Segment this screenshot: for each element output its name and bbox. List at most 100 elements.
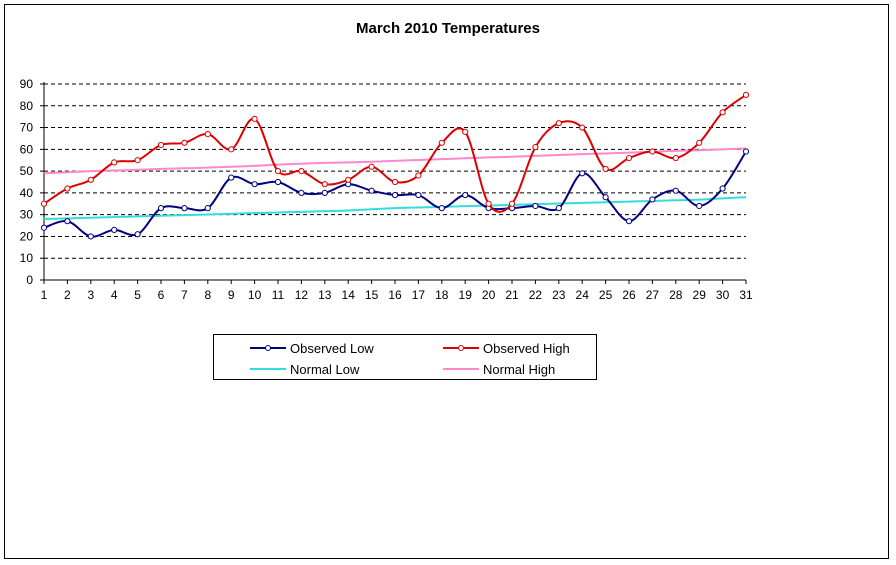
data-point-observed-low-6 bbox=[157, 205, 165, 212]
y-tick-label-40: 40 bbox=[20, 186, 34, 200]
data-point-observed-high-16 bbox=[391, 178, 399, 186]
data-point-observed-low-25 bbox=[602, 194, 609, 201]
legend-item-normal-low: Normal Low bbox=[250, 360, 359, 378]
x-tick-label-20: 20 bbox=[482, 288, 496, 302]
x-tick-label-5: 5 bbox=[134, 288, 141, 302]
data-point-observed-high-28 bbox=[672, 154, 679, 162]
x-tick-label-26: 26 bbox=[622, 288, 636, 302]
data-point-observed-high-6 bbox=[157, 141, 165, 149]
x-tick-label-3: 3 bbox=[87, 288, 94, 302]
y-tick-label-90: 90 bbox=[20, 77, 34, 91]
x-tick-label-7: 7 bbox=[181, 288, 188, 302]
x-tick-label-2: 2 bbox=[64, 288, 71, 302]
x-tick-label-11: 11 bbox=[272, 288, 285, 302]
data-point-observed-high-8 bbox=[204, 130, 211, 138]
x-tick-label-6: 6 bbox=[158, 288, 165, 302]
series-line-normal-low bbox=[43, 196, 747, 221]
legend-label-normal-high: Normal High bbox=[483, 361, 556, 377]
y-tick-label-30: 30 bbox=[20, 208, 34, 222]
data-point-observed-low-27 bbox=[649, 196, 656, 203]
data-point-observed-high-5 bbox=[134, 157, 141, 164]
legend-swatch-normal-low bbox=[250, 368, 286, 370]
data-point-observed-high-20 bbox=[485, 200, 492, 207]
data-point-observed-low-4 bbox=[111, 226, 118, 234]
data-point-observed-high-10 bbox=[251, 115, 258, 122]
data-point-observed-high-19 bbox=[462, 128, 469, 136]
data-point-observed-low-29 bbox=[696, 202, 703, 210]
x-tick-label-9: 9 bbox=[228, 288, 235, 302]
legend-swatch-normal-high bbox=[443, 368, 479, 370]
legend-item-normal-high: Normal High bbox=[443, 360, 555, 378]
data-point-observed-low-26 bbox=[625, 218, 633, 225]
data-point-observed-low-31 bbox=[742, 148, 750, 155]
x-tick-label-21: 21 bbox=[505, 288, 519, 302]
data-point-observed-high-21 bbox=[508, 200, 516, 207]
data-point-observed-high-24 bbox=[579, 124, 586, 131]
data-point-observed-high-13 bbox=[321, 181, 328, 188]
legend-label-observed-low: Observed Low bbox=[290, 340, 374, 356]
data-point-observed-high-25 bbox=[602, 165, 609, 173]
data-point-observed-low-7 bbox=[181, 205, 188, 212]
legend-swatch-observed-low bbox=[250, 345, 286, 351]
y-tick-label-0: 0 bbox=[26, 273, 33, 287]
legend-item-observed-low: Observed Low bbox=[250, 339, 374, 357]
x-tick-label-12: 12 bbox=[295, 288, 309, 302]
data-point-observed-high-1 bbox=[40, 200, 48, 207]
data-point-observed-low-11 bbox=[274, 178, 282, 186]
y-tick-label-50: 50 bbox=[20, 164, 34, 178]
data-point-observed-low-24 bbox=[579, 170, 586, 177]
x-tick-label-18: 18 bbox=[435, 288, 449, 302]
x-tick-label-13: 13 bbox=[318, 288, 332, 302]
series-line-normal-high bbox=[43, 147, 747, 175]
x-tick-label-25: 25 bbox=[599, 288, 613, 302]
data-point-observed-high-15 bbox=[368, 163, 375, 170]
data-point-observed-high-3 bbox=[87, 176, 94, 183]
data-point-observed-low-30 bbox=[719, 185, 726, 192]
data-point-observed-high-12 bbox=[298, 168, 305, 175]
data-point-observed-low-23 bbox=[555, 205, 562, 212]
data-point-observed-high-11 bbox=[274, 168, 282, 175]
data-point-observed-high-27 bbox=[649, 148, 656, 155]
data-point-observed-low-28 bbox=[672, 187, 679, 194]
data-point-observed-low-5 bbox=[134, 231, 141, 238]
x-tick-label-17: 17 bbox=[412, 288, 426, 302]
data-point-observed-low-10 bbox=[251, 181, 258, 188]
x-tick-label-24: 24 bbox=[576, 288, 590, 302]
x-tick-label-30: 30 bbox=[716, 288, 730, 302]
data-point-observed-high-9 bbox=[228, 146, 235, 153]
data-point-observed-low-1 bbox=[40, 224, 48, 231]
x-tick-label-31: 31 bbox=[739, 288, 753, 302]
x-tick-label-1: 1 bbox=[41, 288, 48, 302]
y-tick-label-20: 20 bbox=[20, 229, 34, 243]
y-tick-label-10: 10 bbox=[20, 251, 34, 265]
legend-label-normal-low: Normal Low bbox=[290, 361, 360, 377]
x-tick-label-15: 15 bbox=[365, 288, 379, 302]
x-tick-label-10: 10 bbox=[248, 288, 262, 302]
data-point-observed-low-22 bbox=[532, 202, 539, 210]
data-point-observed-high-4 bbox=[111, 159, 118, 166]
data-point-observed-high-23 bbox=[555, 120, 562, 127]
data-point-observed-low-16 bbox=[391, 191, 399, 199]
x-tick-label-28: 28 bbox=[669, 288, 683, 302]
x-tick-label-16: 16 bbox=[388, 288, 402, 302]
data-point-observed-low-19 bbox=[462, 191, 469, 199]
data-point-observed-low-15 bbox=[368, 187, 375, 194]
data-point-observed-high-2 bbox=[64, 185, 71, 192]
data-point-observed-high-29 bbox=[696, 139, 703, 146]
data-point-observed-high-7 bbox=[181, 139, 188, 146]
data-point-observed-high-31 bbox=[742, 91, 750, 98]
data-point-observed-high-22 bbox=[532, 144, 539, 151]
data-point-observed-low-13 bbox=[321, 189, 328, 196]
data-point-observed-high-14 bbox=[345, 176, 352, 183]
x-tick-label-23: 23 bbox=[552, 288, 566, 302]
data-point-observed-low-17 bbox=[415, 191, 422, 199]
data-point-observed-high-18 bbox=[438, 139, 445, 146]
data-point-observed-low-2 bbox=[64, 218, 71, 225]
legend-item-observed-high: Observed High bbox=[443, 339, 570, 357]
y-tick-label-80: 80 bbox=[20, 99, 34, 113]
chart-area bbox=[4, 4, 889, 559]
data-point-observed-high-30 bbox=[719, 109, 726, 116]
data-point-observed-low-12 bbox=[298, 189, 305, 196]
x-tick-label-22: 22 bbox=[529, 288, 543, 302]
